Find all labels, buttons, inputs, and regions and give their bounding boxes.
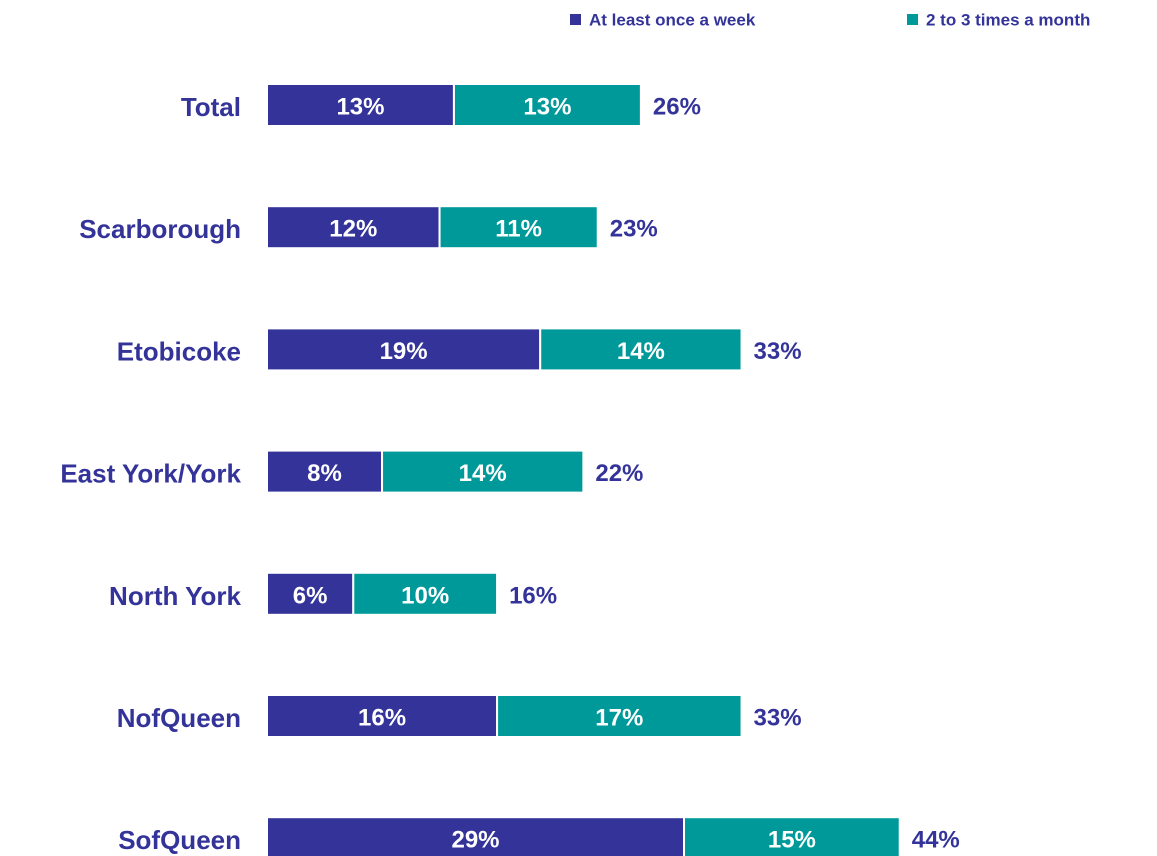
value-label: 14% xyxy=(459,460,507,487)
total-label: 26% xyxy=(653,94,701,121)
bar-segment xyxy=(539,327,743,372)
total-label: 22% xyxy=(595,460,643,487)
total-label: 33% xyxy=(754,338,802,365)
value-label: 19% xyxy=(380,338,428,365)
bar-segment xyxy=(266,83,455,127)
category-label: SofQueen xyxy=(118,825,241,855)
value-label: 11% xyxy=(495,216,542,243)
legend-swatch xyxy=(907,14,918,25)
total-label: 33% xyxy=(754,705,802,732)
bar-segment xyxy=(266,327,542,372)
bar-segment xyxy=(496,694,743,738)
legend-label: 2 to 3 times a month xyxy=(926,11,1090,30)
bar-segment xyxy=(266,449,384,494)
value-label: 8% xyxy=(307,460,342,487)
category-label: Etobicoke xyxy=(117,336,241,366)
value-label: 14% xyxy=(617,338,665,365)
value-label: 10% xyxy=(401,582,449,609)
value-label: 15% xyxy=(768,827,816,854)
value-label: 16% xyxy=(358,705,406,732)
bar-segment xyxy=(683,816,901,856)
bar-segment xyxy=(266,205,441,250)
bar-segment xyxy=(452,83,642,127)
total-label: 23% xyxy=(610,216,658,243)
category-label: Scarborough xyxy=(79,214,241,244)
category-label: North York xyxy=(109,581,241,611)
total-label: 16% xyxy=(509,582,557,609)
total-label: 44% xyxy=(912,827,960,854)
category-label: Total xyxy=(181,92,241,122)
category-label: East York/York xyxy=(60,459,241,489)
category-label: NofQueen xyxy=(117,703,241,733)
bar-segment xyxy=(266,571,355,616)
value-label: 12% xyxy=(329,216,377,243)
value-label: 17% xyxy=(595,705,643,732)
value-label: 29% xyxy=(451,827,499,854)
legend-label: At least once a week xyxy=(589,11,756,30)
value-label: 13% xyxy=(336,94,384,121)
bar-segment xyxy=(438,205,599,250)
value-label: 13% xyxy=(523,94,571,121)
bar-segment xyxy=(352,571,499,616)
legend-swatch xyxy=(570,14,581,25)
value-label: 6% xyxy=(293,582,328,609)
bar-segment xyxy=(381,449,585,494)
